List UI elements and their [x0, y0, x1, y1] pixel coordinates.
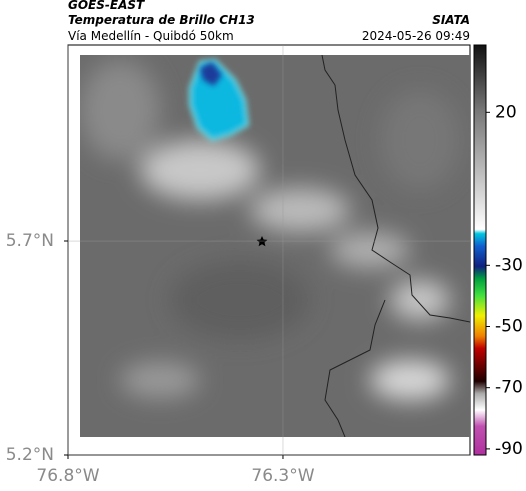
subtitle: Temperatura de Brillo CH13: [68, 13, 255, 27]
header: GOES-EAST Temperatura de Brillo CH13 Vía…: [68, 0, 470, 43]
x-tick-label: 76.8°W: [36, 466, 99, 486]
satellite-image: [80, 55, 470, 437]
x-tick-label: 76.3°W: [251, 466, 314, 486]
timestamp: 2024-05-26 09:49: [362, 29, 470, 43]
ticks: 76.8°W 76.3°W 5.7°N 5.2°N 20 -30 -50 -70 -90: [6, 45, 523, 486]
colorbar-tick-label: 20: [495, 102, 517, 122]
colorbar: [473, 44, 487, 456]
colorbar-tick-label: -90: [495, 439, 523, 459]
title: GOES-EAST: [68, 0, 145, 12]
y-tick-label: 5.2°N: [6, 445, 54, 465]
colorbar-tick-label: -50: [495, 316, 523, 336]
source: SIATA: [432, 13, 470, 27]
colorbar-tick-label: -70: [495, 378, 523, 398]
y-tick-label: 5.7°N: [6, 231, 54, 251]
route: Vía Medellín - Quibdó 50km: [68, 29, 234, 43]
colorbar-tick-label: -30: [495, 255, 523, 275]
